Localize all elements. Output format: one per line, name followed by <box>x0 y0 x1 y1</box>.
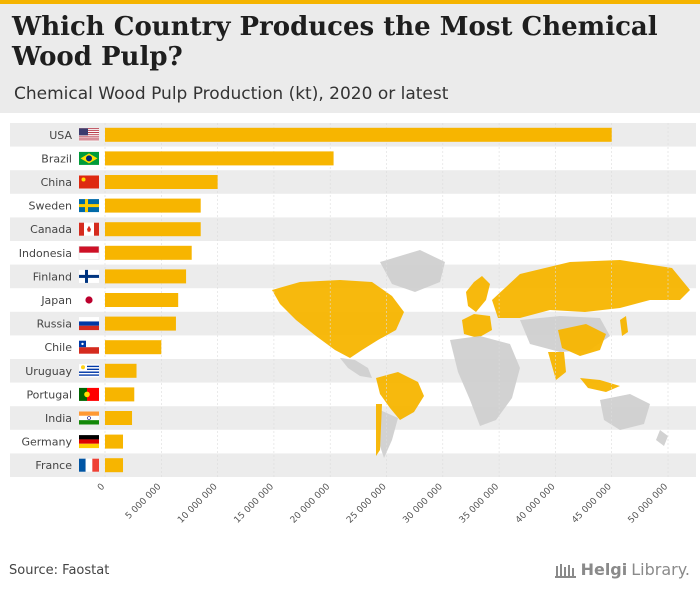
x-tick-label: 40 000 000 <box>514 482 558 526</box>
x-tick-label: 15 000 000 <box>233 482 277 526</box>
new-zealand-shape <box>656 430 668 446</box>
category-label: France <box>35 459 72 472</box>
row-band <box>10 453 696 477</box>
uruguay-flag-icon <box>79 364 99 378</box>
bar-china <box>105 175 218 189</box>
chile-flag-icon <box>79 340 99 354</box>
japan-flag-icon <box>79 293 99 307</box>
bar-usa <box>105 127 612 142</box>
canada-flag-icon <box>79 222 99 236</box>
chart-title: Which Country Produces the Most Chemical… <box>12 12 658 72</box>
category-label: USA <box>49 129 72 142</box>
bar-finland <box>105 269 187 284</box>
category-label: Sweden <box>29 200 72 213</box>
x-tick-label: 50 000 000 <box>627 482 671 526</box>
library-icon <box>554 563 576 578</box>
chart-subtitle: Chemical Wood Pulp Production (kt), 2020… <box>14 84 449 104</box>
russia-shape <box>492 260 690 318</box>
indonesia-shape <box>580 378 620 392</box>
x-tick-label: 25 000 000 <box>345 482 389 526</box>
x-tick-label: 0 <box>96 482 107 493</box>
bar-indonesia <box>105 245 192 260</box>
x-tick-label: 20 000 000 <box>289 482 333 526</box>
bar-russia <box>105 316 176 331</box>
western-europe-shape <box>462 314 492 338</box>
usa-flag-icon <box>79 128 99 142</box>
x-tick-label: 45 000 000 <box>570 482 614 526</box>
greenland-shape <box>380 250 445 292</box>
france-flag-icon <box>79 458 99 472</box>
north-america-shape <box>272 280 404 358</box>
row-band <box>10 406 696 430</box>
x-tick-label: 30 000 000 <box>401 482 445 526</box>
chile-shape <box>376 404 382 456</box>
brand-main: Helgi <box>580 560 628 579</box>
category-label: Finland <box>33 270 72 283</box>
category-labels: USA Brazil China Sweden Canada Indonesia Finla… <box>19 129 73 472</box>
category-label: Indonesia <box>19 247 72 260</box>
category-label: Canada <box>30 223 72 236</box>
central-america-shape <box>340 358 372 378</box>
south-cone-shape <box>378 410 398 458</box>
top-accent-bar <box>0 0 700 4</box>
australia-shape <box>600 394 650 430</box>
x-tick-label: 5 000 000 <box>124 482 164 522</box>
indonesia-flag-icon <box>78 246 100 260</box>
russia-flag-icon <box>79 317 99 331</box>
category-label: Portugal <box>26 388 72 401</box>
flag-icons <box>78 128 100 472</box>
category-label: India <box>45 412 72 425</box>
bar-india <box>105 411 133 425</box>
brand-sub: Library. <box>631 560 690 579</box>
category-label: Germany <box>21 436 72 449</box>
bar-japan <box>105 293 179 307</box>
source-note: Source: Faostat <box>9 563 110 578</box>
category-label: Russia <box>37 318 72 331</box>
bar-germany <box>105 434 124 449</box>
category-label: Brazil <box>41 152 72 165</box>
category-label: Chile <box>44 341 72 354</box>
category-label: Japan <box>40 294 72 307</box>
india-shape <box>548 352 566 380</box>
category-label: China <box>41 176 72 189</box>
africa-shape <box>450 336 520 426</box>
bars <box>105 127 612 473</box>
germany-flag-icon <box>79 435 99 449</box>
india-flag-icon <box>79 411 99 425</box>
brazil-shape <box>376 372 424 420</box>
x-tick-label: 10 000 000 <box>176 482 220 526</box>
row-bands <box>10 123 696 477</box>
category-label: Uruguay <box>25 365 72 378</box>
bar-uruguay <box>105 363 137 378</box>
x-tick-labels: 0 5 000 000 10 000 000 15 000 000 20 000 000… <box>96 482 670 526</box>
x-tick-label: 35 000 000 <box>458 482 502 526</box>
portugal-flag-icon <box>79 387 99 401</box>
world-map-illustration <box>272 250 690 458</box>
bar-portugal <box>105 387 135 402</box>
bar-chart: USA Brazil China Sweden Canada Indonesia Finla… <box>10 123 696 526</box>
finland-flag-icon <box>79 269 99 283</box>
nordic-shape <box>466 276 490 312</box>
china-shape <box>558 324 606 356</box>
helgi-library-logo: Helgi Library. <box>554 560 690 579</box>
brazil-flag-icon <box>79 151 99 165</box>
bar-france <box>105 458 124 473</box>
bar-canada <box>105 222 201 237</box>
bar-sweden <box>105 198 201 213</box>
bar-chile <box>105 340 162 355</box>
bar-brazil <box>105 151 334 166</box>
sweden-flag-icon <box>79 199 99 213</box>
chart-header: Which Country Produces the Most Chemical… <box>0 4 700 113</box>
china-flag-icon <box>79 175 99 189</box>
japan-shape <box>620 316 628 336</box>
